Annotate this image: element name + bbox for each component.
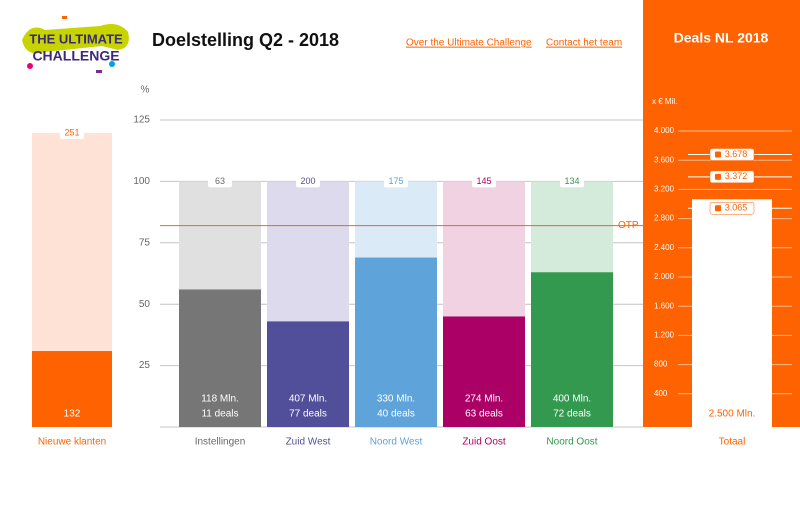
logo-shape [22,24,129,54]
logo: THE ULTIMATE CHALLENGE [22,16,129,73]
target-label: 145 [476,176,491,186]
label-box [709,170,755,184]
amount-label: 118 Mln. [201,394,239,405]
y-tick-label: 75 [139,237,151,248]
confetti [62,16,67,19]
y-axis-label: x € Mil. [652,97,677,106]
amount-label: 400 Mln. [553,394,591,405]
confetti [96,70,102,73]
bar [531,272,613,427]
label-box [60,127,84,139]
bar [267,321,349,427]
category-label: Instellingen [195,437,246,448]
total-label: 2.500 Mln. [709,409,756,420]
icon [715,173,721,180]
amount-label: 330 Mln. [377,394,415,405]
label-box [472,175,496,188]
y-tick-label: 4.000 [654,126,675,135]
nav-link[interactable]: Contact het team [546,38,622,49]
label-box [384,175,408,188]
amount-label: 407 Mln. [289,394,327,405]
y-tick-label: 1.200 [654,331,675,340]
label-box [709,202,755,215]
y-axis-label: % [141,85,150,96]
amount-label: 274 Mln. [465,394,503,405]
bar [179,289,261,427]
reference-label: OTP [618,220,639,231]
y-tick-label: 50 [139,299,151,310]
page-title: Doelstelling Q2 - 2018 [152,30,339,50]
bar [692,199,772,427]
label-box [709,148,755,161]
label-box [296,175,320,188]
y-tick-label: 3.200 [654,185,675,194]
category-label: Totaal [719,437,746,448]
y-tick-label: 400 [654,389,668,398]
deals-label: 72 deals [553,409,591,420]
deals-label: 40 deals [377,409,415,420]
value-label: 3.372 [725,171,748,181]
value-label: 3.678 [725,149,748,159]
bar [355,257,437,427]
deals-label: 11 deals [201,409,238,420]
icon [715,205,721,212]
confetti [27,63,33,69]
bar [32,351,112,427]
bar [443,316,525,427]
y-tick-label: 25 [139,360,151,371]
deals-label: 77 deals [289,409,327,420]
y-tick-label: 2.800 [654,214,675,223]
y-tick-label: 1.600 [654,301,675,310]
category-label: Noord Oost [546,437,597,448]
category-label: Zuid Oost [462,437,506,448]
y-tick-label: 2.400 [654,243,675,252]
target-label: 175 [388,176,403,186]
panel-title: Deals NL 2018 [674,30,769,46]
value-label: 3.065 [725,203,748,213]
target-label: 251 [64,127,79,137]
y-tick-label: 3.600 [654,155,675,164]
logo-text: THE ULTIMATE [29,31,123,46]
target-label: 63 [215,176,225,186]
y-tick-label: 800 [654,360,668,369]
icon [715,151,721,158]
y-tick-label: 100 [133,176,150,187]
label-box [208,175,232,188]
target-label: 134 [564,176,579,186]
target-label: 200 [300,176,315,186]
y-tick-label: 2.000 [654,272,675,281]
nav-link[interactable]: Over the Ultimate Challenge [406,38,532,49]
category-label: Noord West [370,437,423,448]
deals-label: 63 deals [465,409,503,420]
label-box [560,175,584,188]
logo-text: CHALLENGE [32,48,119,64]
category-label: Zuid West [286,437,331,448]
confetti [109,61,115,67]
category-label: Nieuwe klanten [38,437,106,448]
y-tick-label: 125 [133,115,150,126]
count-label: 132 [64,409,81,420]
